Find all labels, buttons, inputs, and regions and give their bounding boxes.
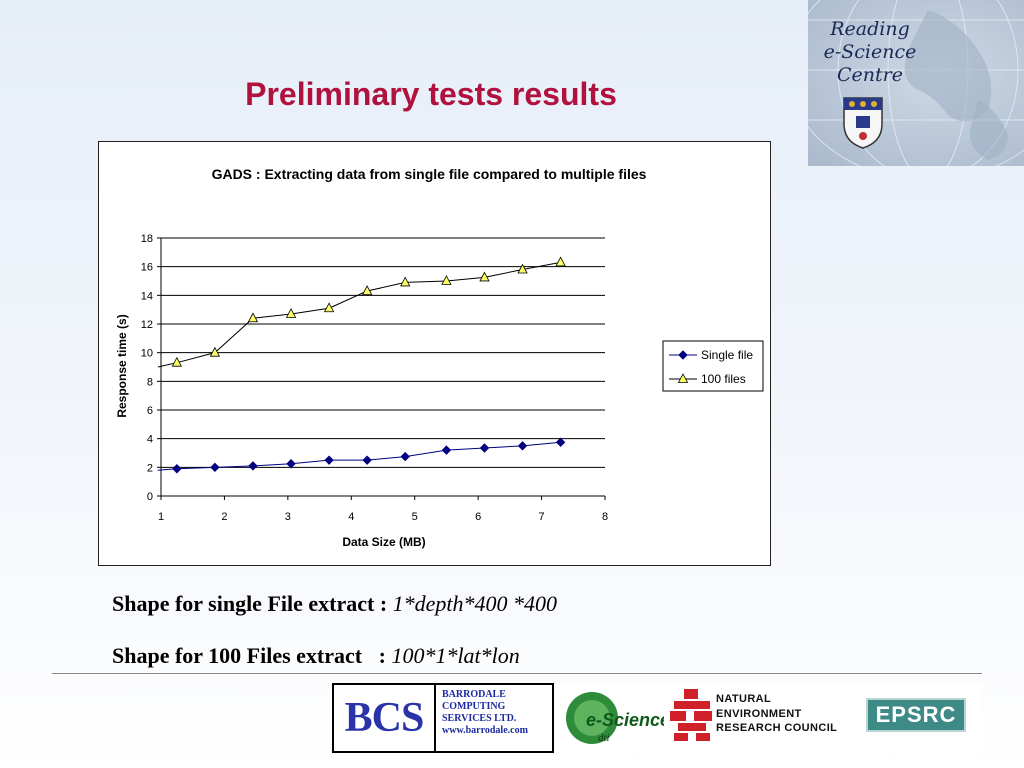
data-point — [209, 346, 221, 357]
escience-label: e-Science — [586, 710, 664, 730]
y-axis-label: Response time (s) — [115, 314, 129, 417]
y-tick-label: 10 — [141, 348, 153, 360]
y-tick-label: 12 — [141, 319, 153, 331]
data-point — [247, 312, 259, 323]
reading-escience-logo: Reading e-Science Centre — [808, 0, 1024, 166]
brand-line-3: Centre — [837, 64, 903, 86]
caption-single-formula: 1*depth*400 *400 — [392, 591, 558, 616]
x-tick-label: 6 — [475, 511, 481, 523]
y-tick-label: 16 — [141, 262, 153, 274]
data-point — [324, 455, 334, 465]
x-axis-label: Data Size (MB) — [342, 535, 425, 549]
data-point — [210, 462, 220, 473]
nerc-logo-text: NATURAL ENVIRONMENT RESEARCH COUNCIL — [716, 692, 837, 736]
nerc-line-3: RESEARCH COUNCIL — [716, 722, 838, 734]
brand-line-1: Reading — [830, 18, 910, 40]
x-tick-label: 5 — [412, 511, 418, 523]
data-point — [323, 302, 335, 313]
data-point — [171, 356, 183, 367]
legend-marker — [677, 373, 689, 383]
data-point — [479, 271, 490, 282]
data-point — [555, 437, 566, 447]
y-tick-label: 6 — [147, 405, 153, 417]
chart-title: GADS : Extracting data from single file … — [212, 166, 647, 182]
bcs-line-1: BARRODALE — [442, 689, 506, 700]
caption-single-label: Shape for single File extract : — [112, 591, 393, 616]
x-tick-label: 4 — [348, 511, 354, 523]
series-line-2 — [157, 261, 561, 368]
y-tick-label: 0 — [147, 491, 153, 503]
gridlines — [161, 237, 605, 468]
footer-divider — [52, 673, 982, 674]
legend-label: 100 files — [701, 372, 746, 386]
x-tick-label: 7 — [539, 511, 545, 523]
university-shield-icon — [843, 97, 883, 149]
series-group — [157, 256, 566, 474]
bcs-mark: BCS — [334, 685, 436, 751]
data-point — [555, 256, 566, 267]
y-tick-label: 4 — [147, 434, 153, 446]
nerc-emblem-icon — [670, 689, 712, 741]
caption-multi-label: Shape for 100 Files extract : — [112, 643, 392, 668]
globe-graphic — [808, 0, 1024, 166]
bcs-url-link[interactable]: www.barrodale.com — [442, 725, 528, 736]
data-point — [248, 461, 258, 471]
data-point — [286, 459, 296, 469]
caption-multi-file: Shape for 100 Files extract : 100*1*lat*… — [112, 643, 520, 669]
x-tick-label: 8 — [602, 511, 608, 523]
line-chart: GADS : Extracting data from single file … — [115, 166, 764, 549]
x-tick-label: 2 — [221, 511, 227, 523]
chart-frame: GADS : Extracting data from single file … — [98, 141, 771, 566]
data-point — [517, 263, 528, 274]
y-tick-label: 18 — [141, 233, 153, 245]
legend-label: Single file — [701, 348, 753, 362]
x-tick-label: 3 — [285, 511, 291, 523]
data-point — [517, 441, 528, 451]
data-point — [400, 276, 411, 287]
escience-sub: dti — [598, 732, 610, 744]
sponsor-logos: BCS BARRODALE COMPUTING SERVICES LTD. ww… — [332, 683, 982, 753]
bcs-line-3: SERVICES LTD. — [442, 713, 517, 724]
epsrc-logo: EPSRC — [866, 698, 966, 732]
data-point — [362, 455, 372, 465]
bcs-line-2: COMPUTING — [442, 701, 506, 712]
chart-legend: Single file 100 files — [662, 340, 764, 392]
data-point — [361, 285, 373, 295]
slide-title: Preliminary tests results — [245, 76, 617, 112]
nerc-line-2: ENVIRONMENT — [716, 707, 802, 720]
data-point — [479, 443, 490, 453]
data-point — [285, 308, 297, 318]
bcs-logo: BCS BARRODALE COMPUTING SERVICES LTD. ww… — [332, 683, 554, 753]
data-point — [441, 445, 452, 455]
nerc-line-1: NATURAL — [716, 693, 772, 705]
data-point — [400, 451, 410, 462]
y-tick-label: 2 — [147, 462, 153, 474]
caption-multi-formula: 100*1*lat*lon — [391, 643, 520, 668]
escience-dti-logo: e-Science dti — [566, 692, 664, 744]
y-tick-label: 8 — [147, 376, 153, 388]
series-line-1 — [157, 441, 561, 471]
x-tick-label: 1 — [158, 511, 164, 523]
y-tick-label: 14 — [141, 290, 153, 302]
caption-single-file: Shape for single File extract : 1*depth*… — [112, 591, 557, 617]
brand-line-2: e-Science — [823, 41, 917, 63]
data-point — [172, 464, 182, 474]
data-point — [441, 275, 452, 285]
legend-marker — [678, 350, 688, 360]
